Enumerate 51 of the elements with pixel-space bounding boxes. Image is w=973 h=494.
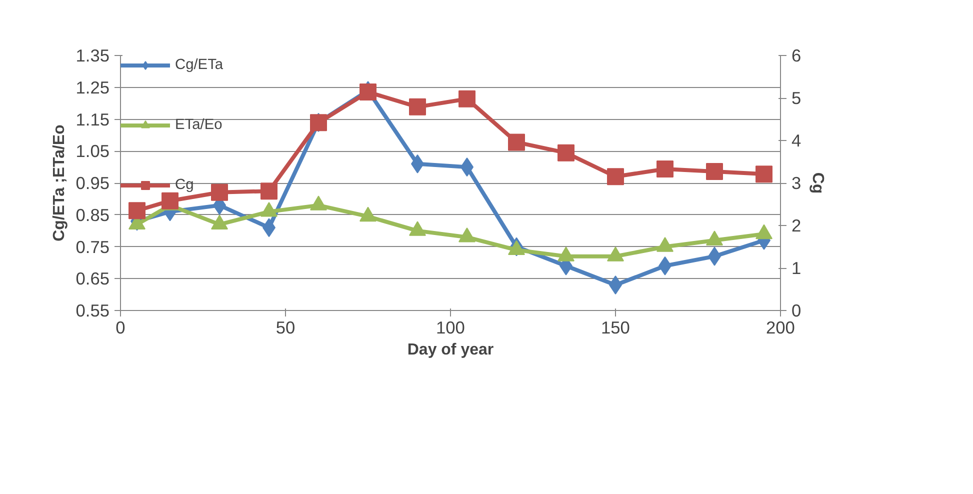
y2-tick-label: 4	[792, 130, 802, 150]
point	[409, 221, 426, 236]
x-tick-label: 150	[601, 318, 630, 338]
point	[508, 240, 525, 256]
y2-tick-label: 6	[792, 46, 802, 66]
y-tick-label: 0.85	[76, 204, 110, 225]
point	[706, 163, 723, 180]
point	[458, 227, 476, 242]
x-tick-label: 200	[766, 318, 795, 338]
point	[508, 134, 525, 151]
point	[756, 224, 772, 240]
point	[558, 144, 574, 162]
y-tick-label: 1.05	[76, 141, 110, 162]
y2-tick-label: 3	[792, 173, 802, 193]
legend-label: Cg/ETa	[175, 57, 224, 73]
point	[310, 196, 327, 210]
point	[458, 90, 476, 108]
y-tick-label: 0.95	[76, 173, 110, 193]
y2-axis-title: Cg	[809, 172, 826, 194]
y-tick-label: 0.75	[76, 236, 110, 257]
point	[360, 84, 376, 101]
point	[656, 237, 674, 252]
legend-label: ETa/Eo	[175, 117, 222, 133]
point	[607, 168, 624, 186]
y-tick-label: 1.25	[76, 77, 110, 98]
point	[211, 184, 228, 201]
x-tick-label: 100	[436, 318, 465, 338]
y-tick-label: 1.15	[76, 109, 110, 130]
y2-tick-label: 1	[792, 258, 802, 278]
point	[607, 246, 624, 262]
y2-tick-label: 0	[792, 300, 802, 320]
y-tick-label: 0.65	[76, 268, 110, 289]
y2-tick-label: 2	[792, 216, 802, 236]
point	[558, 246, 574, 262]
point	[756, 166, 772, 183]
x-tick-label: 0	[116, 318, 126, 338]
y2-tick-label: 5	[792, 88, 802, 108]
point	[162, 192, 178, 210]
point	[211, 214, 228, 230]
point	[360, 206, 376, 222]
point	[409, 98, 426, 116]
point	[128, 202, 146, 220]
point	[260, 202, 278, 217]
x-tick-label: 50	[276, 318, 296, 338]
y-tick-label: 1.35	[76, 46, 110, 66]
y-tick-label: 0.55	[76, 300, 110, 320]
point	[656, 160, 674, 178]
point	[260, 182, 278, 200]
y-axis-title: Cg/ETa ;ETa/Eo	[50, 124, 68, 242]
x-axis-title: Day of year	[407, 342, 494, 358]
point	[706, 230, 723, 246]
